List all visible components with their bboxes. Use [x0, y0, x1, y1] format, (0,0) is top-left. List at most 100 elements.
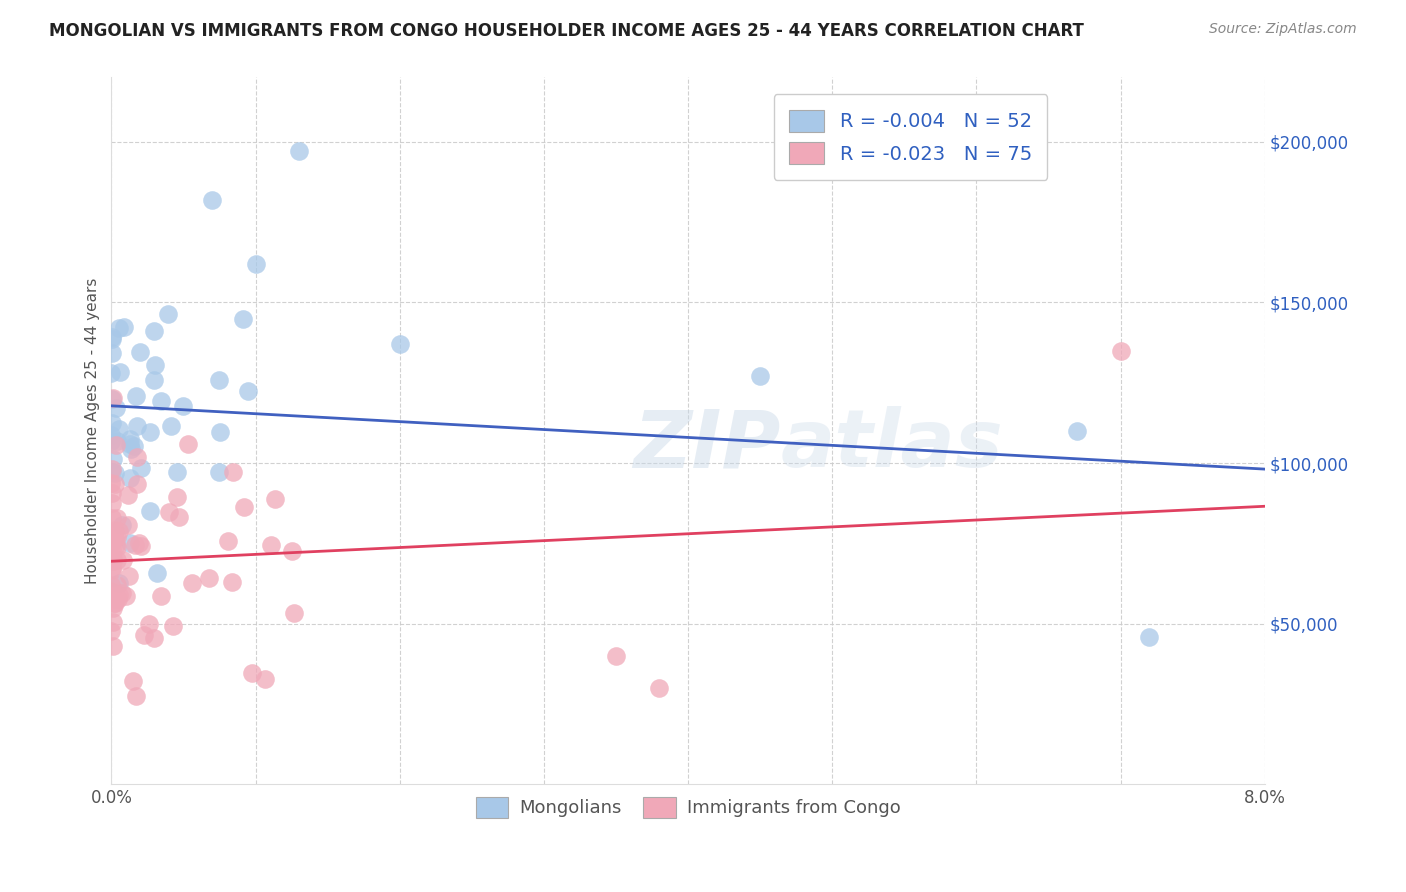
Point — [108, 576, 131, 591]
Point — [111, 585, 134, 599]
Point — [143, 359, 166, 373]
Point — [104, 591, 127, 606]
Point — [104, 477, 127, 491]
Point — [105, 510, 128, 524]
Point — [388, 337, 411, 351]
Point — [100, 525, 122, 540]
Point — [103, 589, 125, 603]
Point — [100, 416, 122, 430]
Point — [217, 534, 239, 549]
Point — [104, 532, 127, 546]
Point — [166, 466, 188, 480]
Point — [120, 442, 142, 457]
Point — [208, 373, 231, 387]
Point — [101, 552, 124, 566]
Point — [100, 496, 122, 510]
Point — [110, 365, 132, 379]
Point — [112, 552, 135, 566]
Point — [103, 530, 125, 544]
Point — [100, 345, 122, 359]
Point — [260, 538, 283, 552]
Point — [125, 450, 148, 464]
Point — [127, 477, 149, 491]
Point — [101, 332, 124, 346]
Point — [222, 465, 245, 479]
Point — [232, 500, 254, 515]
Point — [101, 462, 124, 476]
Point — [115, 589, 138, 603]
Point — [142, 373, 165, 387]
Point — [143, 631, 166, 645]
Point — [162, 619, 184, 633]
Point — [104, 523, 127, 537]
Point — [108, 321, 131, 335]
Point — [112, 320, 135, 334]
Point — [100, 466, 122, 480]
Point — [180, 575, 202, 590]
Text: ZIP: ZIP — [633, 406, 780, 484]
Point — [236, 384, 259, 399]
Point — [101, 561, 124, 575]
Point — [648, 681, 671, 695]
Point — [160, 418, 183, 433]
Point — [143, 324, 166, 338]
Point — [104, 596, 127, 610]
Point — [120, 536, 142, 550]
Point — [103, 596, 125, 610]
Point — [100, 427, 122, 442]
Point — [208, 465, 231, 479]
Point — [281, 544, 304, 558]
Point — [100, 475, 122, 490]
Point — [101, 392, 124, 406]
Point — [103, 391, 125, 405]
Point — [105, 578, 128, 592]
Point — [107, 588, 129, 602]
Point — [117, 488, 139, 502]
Point — [605, 648, 627, 663]
Point — [1109, 343, 1132, 358]
Point — [107, 524, 129, 539]
Point — [124, 439, 146, 453]
Point — [103, 615, 125, 629]
Point — [283, 606, 305, 620]
Point — [201, 193, 224, 207]
Point — [118, 568, 141, 582]
Point — [101, 486, 124, 500]
Point — [100, 589, 122, 603]
Point — [125, 388, 148, 402]
Point — [122, 674, 145, 689]
Point — [132, 628, 155, 642]
Point — [208, 425, 231, 440]
Point — [100, 578, 122, 592]
Point — [105, 434, 128, 449]
Point — [100, 366, 122, 380]
Point — [157, 505, 180, 519]
Point — [100, 624, 122, 639]
Point — [105, 530, 128, 544]
Point — [101, 562, 124, 576]
Y-axis label: Householder Income Ages 25 - 44 years: Householder Income Ages 25 - 44 years — [86, 277, 100, 584]
Point — [105, 553, 128, 567]
Point — [118, 471, 141, 485]
Point — [100, 583, 122, 598]
Text: Source: ZipAtlas.com: Source: ZipAtlas.com — [1209, 22, 1357, 37]
Point — [1139, 630, 1161, 644]
Point — [104, 538, 127, 552]
Point — [100, 535, 122, 549]
Point — [101, 639, 124, 653]
Point — [146, 566, 169, 580]
Point — [169, 509, 191, 524]
Point — [198, 571, 221, 585]
Point — [117, 518, 139, 533]
Point — [100, 511, 122, 525]
Legend: Mongolians, Immigrants from Congo: Mongolians, Immigrants from Congo — [468, 789, 908, 825]
Point — [105, 540, 128, 554]
Point — [129, 539, 152, 553]
Text: atlas: atlas — [780, 406, 1002, 484]
Point — [124, 538, 146, 552]
Point — [150, 393, 173, 408]
Point — [253, 672, 276, 686]
Point — [166, 490, 188, 504]
Point — [176, 437, 198, 451]
Point — [103, 554, 125, 568]
